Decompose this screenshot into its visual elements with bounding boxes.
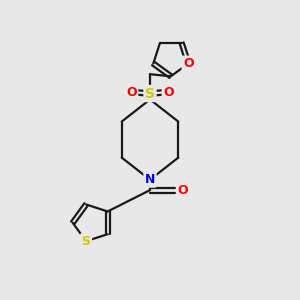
Text: N: N: [145, 173, 155, 186]
Text: O: O: [163, 85, 174, 98]
Text: O: O: [126, 85, 137, 98]
Text: S: S: [82, 235, 91, 248]
Text: O: O: [177, 184, 188, 196]
Text: S: S: [145, 86, 155, 100]
Text: O: O: [183, 57, 194, 70]
